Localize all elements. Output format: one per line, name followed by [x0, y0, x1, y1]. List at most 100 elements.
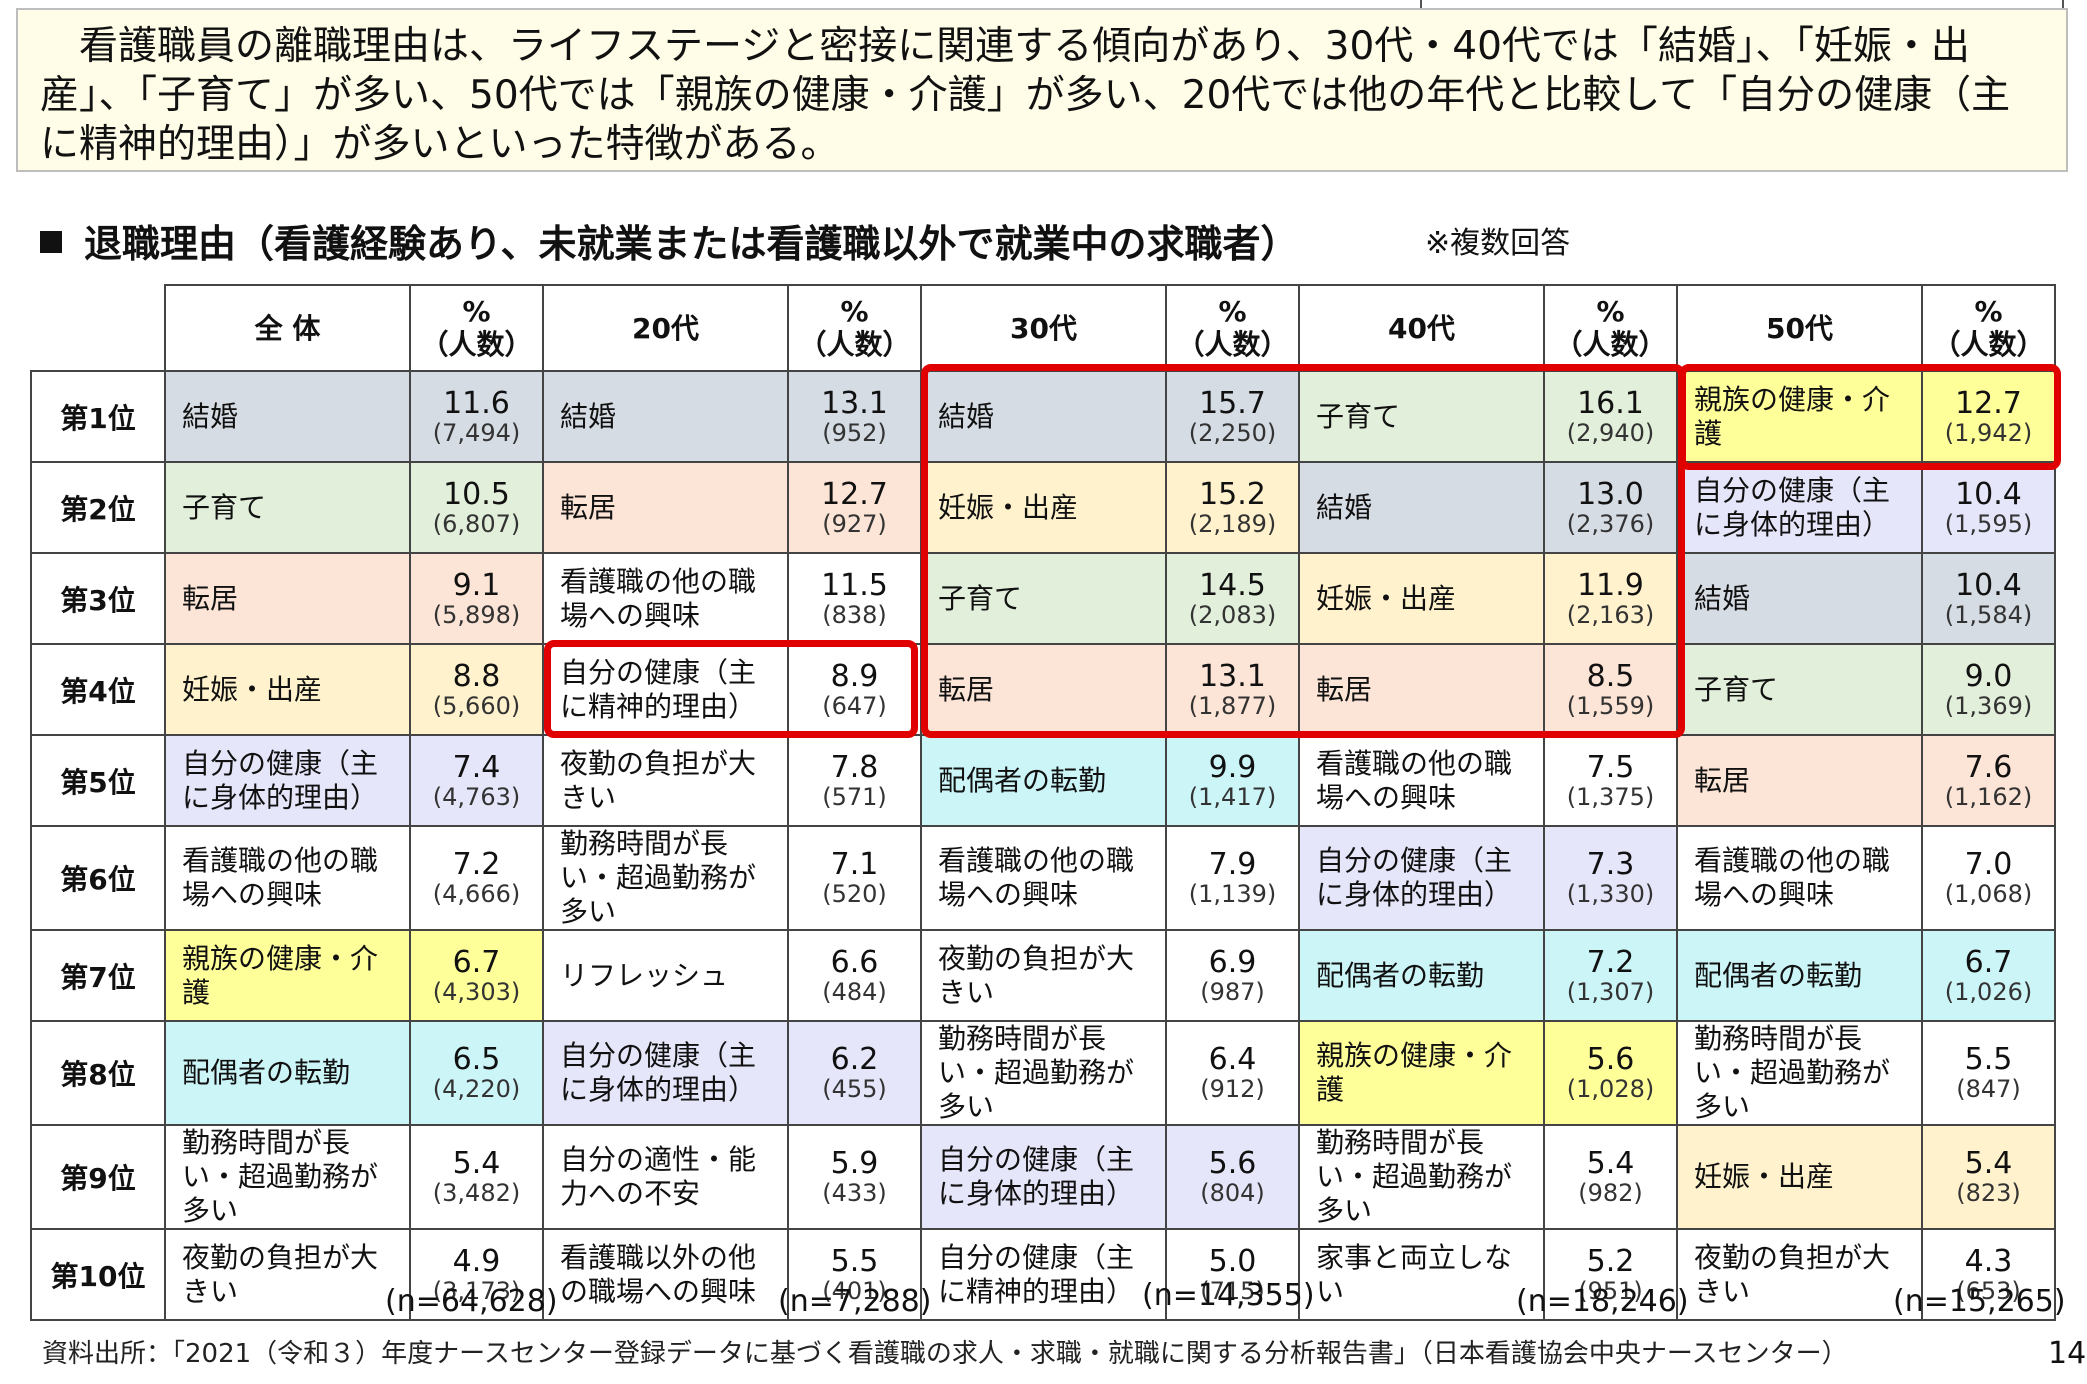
table-row: 第2位 子育て 10.5 (6,807) 転居 12.7 (927) 妊娠・出産 15.2 (2,… — [30, 461, 2056, 554]
multiple-answer-note: ※複数回答 — [1425, 226, 1571, 261]
reason-cell: 看護職の他の職場への興味 — [1676, 825, 1923, 931]
count-value: (987) — [1200, 977, 1265, 1006]
value-cell: 8.8 (5,660) — [409, 643, 544, 736]
reason-cell: 結婚 — [920, 370, 1167, 463]
reason-cell: 夜勤の負担が大きい — [920, 929, 1167, 1022]
percent-value: 10.4 — [1955, 476, 2022, 512]
value-cell: 5.0 (715) — [1165, 1228, 1300, 1321]
percent-value: 14.5 — [1199, 567, 1266, 603]
value-cell: 5.4 (982) — [1543, 1124, 1678, 1230]
percent-value: 6.5 — [452, 1042, 501, 1077]
percent-value: 7.0 — [1964, 847, 2013, 882]
summary-text: 看護職員の離職理由は、ライフステージと密接に関連する傾向があり、30代・40代で… — [40, 24, 2011, 167]
reason-cell: 夜勤の負担が大きい — [164, 1228, 411, 1321]
percent-value: 12.7 — [821, 476, 888, 512]
count-value: (433) — [822, 1179, 887, 1207]
value-cell: 6.5 (4,220) — [409, 1020, 544, 1126]
table-row: 第10位 夜勤の負担が大きい 4.9 (3,173) 看護職以外の他の職場への興味 5.5… — [30, 1228, 2056, 1321]
pct-header-symbol: % — [462, 295, 491, 328]
value-cell: 7.3 (1,330) — [1543, 825, 1678, 931]
reason-cell: 自分の健康（主に精神的理由） — [542, 643, 789, 736]
percent-value: 5.6 — [1586, 1042, 1635, 1077]
section-title-text: 退職理由（看護経験あり、未就業または看護職以外で就業中の求職者） — [84, 222, 1299, 266]
value-cell: 10.4 (1,595) — [1921, 461, 2056, 554]
percent-value: 5.4 — [452, 1146, 501, 1181]
reason-cell: 子育て — [164, 461, 411, 554]
value-cell: 7.9 (1,139) — [1165, 825, 1300, 931]
table-body: 第1位 結婚 11.6 (7,494) 結婚 13.1 (952) 結婚 15.7 (2,250)… — [30, 370, 2056, 1321]
reason-cell: 自分の健康（主に身体的理由） — [1298, 825, 1545, 931]
pct-header-count: （人数） — [798, 328, 911, 361]
count-value: (1,330) — [1566, 880, 1655, 908]
value-cell: 4.3 (653) — [1921, 1228, 2056, 1321]
percent-value: 6.7 — [452, 944, 501, 980]
reason-cell: 勤務時間が長い・超過勤務が多い — [164, 1124, 411, 1230]
reason-cell: 妊娠・出産 — [1298, 552, 1545, 645]
value-cell: 13.0 (2,376) — [1543, 461, 1678, 554]
reason-cell: 自分の健康（主に精神的理由） — [920, 1228, 1167, 1321]
percent-value: 9.1 — [452, 567, 501, 603]
reason-cell: 看護職以外の他の職場への興味 — [542, 1228, 789, 1321]
pct-header: % （人数） — [1165, 284, 1300, 372]
pct-header-symbol: % — [1596, 295, 1625, 328]
percent-value: 7.2 — [452, 847, 501, 882]
value-cell: 7.8 (571) — [787, 734, 922, 827]
percent-value: 13.1 — [1199, 658, 1266, 694]
count-value: (927) — [822, 509, 887, 538]
percent-value: 15.7 — [1199, 385, 1266, 421]
reason-cell: 結婚 — [1676, 552, 1923, 645]
value-cell: 6.7 (1,026) — [1921, 929, 2056, 1022]
rank-label: 第8位 — [30, 1020, 166, 1126]
table-row: 第4位 妊娠・出産 8.8 (5,660) 自分の健康（主に精神的理由） 8.9 (647)… — [30, 643, 2056, 736]
value-cell: 10.5 (6,807) — [409, 461, 544, 554]
n-count-all: (n=64,628) — [385, 1284, 558, 1319]
value-cell: 9.0 (1,369) — [1921, 643, 2056, 736]
percent-value: 8.8 — [452, 658, 501, 694]
percent-value: 5.5 — [1964, 1042, 2013, 1077]
reason-cell: 配偶者の転勤 — [920, 734, 1167, 827]
count-value: (1,307) — [1566, 977, 1655, 1006]
table-row: 第8位 配偶者の転勤 6.5 (4,220) 自分の健康（主に身体的理由） 6.2 (455… — [30, 1020, 2056, 1126]
n-count-20s: (n=7,288) — [778, 1284, 932, 1319]
count-value: (5,660) — [432, 691, 521, 720]
count-value: (1,162) — [1944, 782, 2033, 811]
reason-cell: 結婚 — [1298, 461, 1545, 554]
reason-cell: 転居 — [542, 461, 789, 554]
reason-cell: 妊娠・出産 — [1676, 1124, 1923, 1230]
percent-value: 7.3 — [1586, 847, 1635, 882]
percent-value: 11.5 — [821, 567, 888, 603]
percent-value: 6.7 — [1964, 944, 2013, 980]
value-cell: 9.1 (5,898) — [409, 552, 544, 645]
count-value: (484) — [822, 977, 887, 1006]
square-bullet-icon — [40, 231, 62, 253]
reason-cell: 転居 — [1298, 643, 1545, 736]
value-cell: 7.1 (520) — [787, 825, 922, 931]
percent-value: 5.2 — [1586, 1243, 1635, 1279]
percent-value: 6.6 — [830, 944, 879, 980]
pct-header-symbol: % — [840, 295, 869, 328]
value-cell: 8.5 (1,559) — [1543, 643, 1678, 736]
count-value: (1,068) — [1944, 880, 2033, 908]
reason-cell: 転居 — [164, 552, 411, 645]
rank-label: 第6位 — [30, 825, 166, 931]
reason-cell: 親族の健康・介護 — [164, 929, 411, 1022]
value-cell: 5.5 (401) — [787, 1228, 922, 1321]
percent-value: 7.1 — [830, 847, 879, 882]
percent-value: 7.5 — [1586, 749, 1635, 785]
percent-value: 4.3 — [1964, 1243, 2013, 1279]
value-cell: 6.4 (912) — [1165, 1020, 1300, 1126]
rank-label: 第3位 — [30, 552, 166, 645]
percent-value: 6.2 — [830, 1042, 879, 1077]
value-cell: 10.4 (1,584) — [1921, 552, 2056, 645]
count-value: (520) — [822, 880, 887, 908]
percent-value: 12.7 — [1955, 385, 2022, 421]
count-value: (455) — [822, 1075, 887, 1103]
reason-cell: 転居 — [1676, 734, 1923, 827]
count-value: (1,417) — [1188, 782, 1277, 811]
value-cell: 5.4 (3,482) — [409, 1124, 544, 1230]
reason-cell: 子育て — [1676, 643, 1923, 736]
rank-label: 第9位 — [30, 1124, 166, 1230]
count-value: (2,250) — [1188, 418, 1277, 447]
group-header: 40代 — [1298, 284, 1545, 372]
value-cell: 5.2 (951) — [1543, 1228, 1678, 1321]
